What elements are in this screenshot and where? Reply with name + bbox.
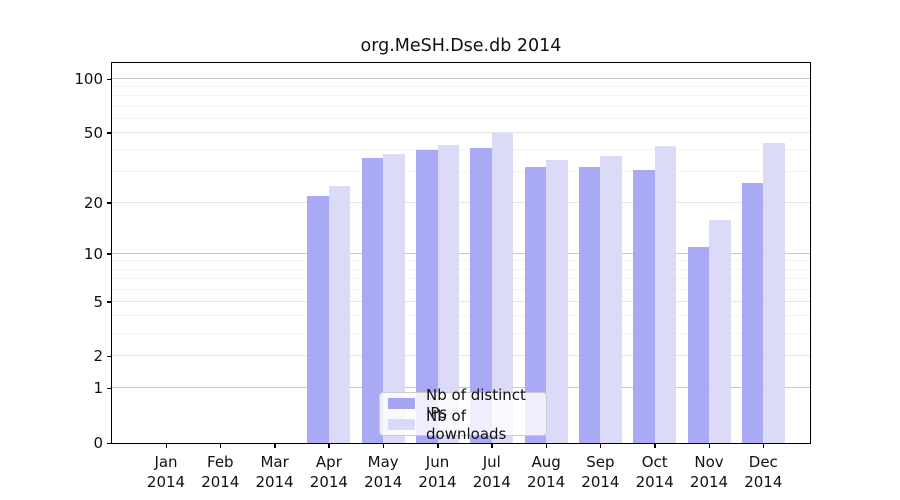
x-tick — [762, 444, 765, 448]
gridline-minor — [112, 149, 810, 151]
y-tick — [107, 442, 111, 444]
x-tick-label: Jan 2014 — [146, 453, 186, 491]
legend-entry-distinct-ips: Nb of distinct IPs — [388, 386, 546, 422]
y-tick-label: 100 — [74, 70, 103, 88]
x-tick-label: Jul 2014 — [472, 453, 511, 491]
x-tick — [274, 444, 276, 448]
bar-distinct-ips-oct — [633, 169, 655, 443]
gridline-minor — [112, 260, 810, 262]
bar-distinct-ips-jun — [416, 150, 438, 443]
bar-downloads-jun — [437, 144, 459, 443]
gridline-major — [112, 387, 810, 389]
bar-downloads-apr — [328, 186, 351, 443]
x-tick-label: Jun 2014 — [418, 453, 457, 491]
y-tick — [107, 132, 111, 134]
bar-distinct-ips-aug — [524, 167, 547, 443]
y-tick-label: 50 — [83, 123, 103, 142]
bar-distinct-ips-apr — [307, 195, 329, 443]
x-tick-label: Apr 2014 — [309, 453, 348, 491]
x-tick-label: Mar 2014 — [255, 453, 294, 491]
gridline-minor — [112, 268, 810, 270]
y-tick-label: 10 — [83, 244, 103, 263]
x-tick — [545, 444, 548, 448]
x-tick-label: Aug 2014 — [527, 453, 566, 491]
x-tick-label: Dec 2014 — [744, 453, 783, 491]
x-tick-label: Nov 2014 — [689, 453, 729, 491]
bar-downloads-may — [383, 154, 405, 443]
bar-distinct-ips-sep — [578, 167, 601, 443]
bar-distinct-ips-may — [361, 158, 384, 443]
bar-distinct-ips-dec — [741, 183, 764, 443]
y-tick — [107, 202, 111, 204]
gridline-minor — [112, 95, 810, 97]
bar-distinct-ips-nov — [687, 247, 709, 443]
legend: Nb of distinct IPs Nb of downloads — [379, 386, 547, 443]
y-tick — [107, 387, 111, 390]
y-tick — [107, 78, 111, 80]
y-tick-label: 20 — [83, 193, 103, 212]
x-tick — [708, 444, 710, 448]
x-tick-label: Feb 2014 — [201, 453, 240, 491]
legend-label-distinct-ips: Nb of distinct IPs — [426, 385, 526, 422]
y-tick-label: 1 — [93, 379, 103, 398]
bar-downloads-jul — [491, 132, 514, 443]
gridline-minor — [112, 117, 810, 119]
x-tick — [165, 444, 167, 448]
x-tick — [328, 444, 330, 448]
bar-downloads-aug — [546, 160, 568, 443]
bar-downloads-dec — [763, 142, 785, 443]
gridline-minor — [112, 171, 810, 173]
gridline-minor — [112, 288, 810, 290]
x-tick — [382, 444, 385, 448]
gridline-minor — [112, 105, 810, 107]
x-tick — [599, 444, 602, 448]
x-tick — [491, 444, 493, 448]
x-tick — [219, 444, 222, 448]
y-tick — [107, 355, 111, 358]
bar-distinct-ips-jul — [470, 148, 492, 443]
bar-downloads-nov — [709, 219, 731, 443]
gridline-minor — [112, 278, 810, 279]
gridline-major — [112, 201, 810, 203]
y-tick-label: 0 — [93, 434, 103, 452]
y-tick — [107, 253, 111, 255]
x-tick-label: May 2014 — [364, 453, 403, 491]
bar-downloads-sep — [600, 156, 622, 443]
gridline-minor — [112, 315, 810, 317]
y-tick-label: 5 — [93, 292, 103, 311]
x-tick-label: Sep 2014 — [581, 453, 620, 491]
bar-downloads-oct — [654, 146, 677, 443]
gridline-major — [112, 355, 810, 357]
chart-title: org.MeSH.Dse.db 2014 — [360, 36, 562, 56]
x-tick — [654, 444, 656, 448]
plot-area — [111, 62, 811, 444]
y-tick-label: 2 — [93, 347, 103, 366]
legend-swatch-downloads — [388, 419, 415, 430]
legend-entry-downloads: Nb of downloads — [388, 407, 546, 443]
gridline-minor — [112, 332, 810, 334]
gridline-major — [112, 300, 810, 302]
y-tick — [107, 301, 111, 303]
x-tick — [437, 444, 439, 448]
legend-label-downloads: Nb of downloads — [426, 406, 507, 443]
x-tick-label: Oct 2014 — [635, 453, 674, 491]
gridline-major — [112, 131, 810, 133]
gridline-major — [112, 78, 810, 79]
gridline-major — [112, 252, 810, 254]
gridline-minor — [112, 86, 810, 88]
legend-swatch-distinct-ips — [388, 398, 415, 409]
